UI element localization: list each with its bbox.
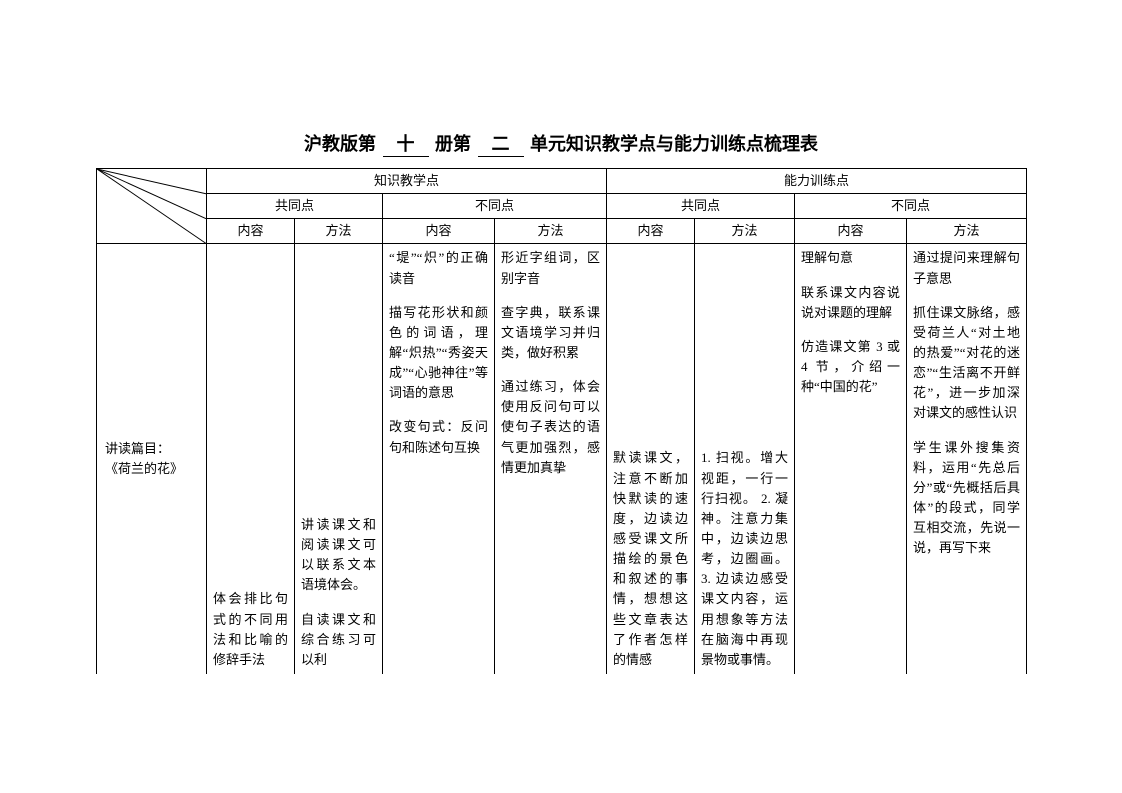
hdr-method-1: 方法 [295, 219, 383, 244]
cell-c8: 通过提问来理解句子意思抓住课文脉络，感受荷兰人“对土地的热爱”“对花的迷恋”“生… [907, 244, 1027, 674]
header-row-1: 知识教学点 能力训练点 [97, 169, 1027, 194]
cell-paragraph: 1. 扫视。增大视距，一行一行扫视。 2. 凝神。注意力集中，边读边思考，边圈画… [701, 448, 788, 670]
header-row-3: 内容 方法 内容 方法 内容 方法 内容 方法 [97, 219, 1027, 244]
cell-c7: 理解句意联系课文内容说说对课题的理解仿造课文第 3 或 4 节，介绍一种“中国的… [795, 244, 907, 674]
cell-c4: 形近字组词，区别字音查字典，联系课文语境学习并归类，做好积累通过练习，体会使用反… [495, 244, 607, 674]
cell-c2: 讲读课文和阅读课文可以联系文本语境体会。自读课文和综合练习可以利 [295, 244, 383, 674]
hdr-method-4: 方法 [907, 219, 1027, 244]
hdr-diff-2: 不同点 [795, 194, 1027, 219]
cell-c5: 默读课文，注意不断加快默读的速度，边读边感受课文所描绘的景色和叙述的事情，想想这… [607, 244, 695, 674]
row-label: 讲读篇目： 《荷兰的花》 [97, 244, 207, 674]
cell-paragraph: 学生课外搜集资料，运用“先总后分”或“先概括后具体”的段式，同学互相交流，先说一… [913, 438, 1020, 559]
hdr-content-2: 内容 [383, 219, 495, 244]
hdr-ability: 能力训练点 [607, 169, 1027, 194]
diagonal-lines-icon [97, 169, 206, 243]
table-row: 讲读篇目： 《荷兰的花》 体会排比句式的不同用法和比喻的修辞手法 讲读课文和阅读… [97, 244, 1027, 674]
hdr-content-3: 内容 [607, 219, 695, 244]
hdr-content-4: 内容 [795, 219, 907, 244]
cell-paragraph: 描写花形状和颜色的词语，理解“炽热”“秀姿天成”“心驰神往”等词语的意思 [389, 303, 488, 404]
main-table: 知识教学点 能力训练点 共同点 不同点 共同点 不同点 内容 方法 内容 方法 … [96, 168, 1027, 674]
hdr-method-3: 方法 [695, 219, 795, 244]
cell-c3: “堤”“炽”的正确读音描写花形状和颜色的词语，理解“炽热”“秀姿天成”“心驰神往… [383, 244, 495, 674]
cell-paragraph: 通过练习，体会使用反问句可以使句子表达的语气更加强烈，感情更加真挚 [501, 377, 600, 478]
cell-c1: 体会排比句式的不同用法和比喻的修辞手法 [207, 244, 295, 674]
cell-paragraph: 改变句式：反问句和陈述句互换 [389, 417, 488, 457]
corner-diagonal-cell [97, 169, 207, 244]
cell-paragraph: 自读课文和综合练习可以利 [301, 610, 376, 670]
title-suffix: 单元知识教学点与能力训练点梳理表 [530, 134, 818, 154]
cell-paragraph: 形近字组词，区别字音 [501, 248, 600, 288]
page: 沪教版第 十 册第 二 单元知识教学点与能力训练点梳理表 知识教学点 [0, 0, 1122, 793]
page-title: 沪教版第 十 册第 二 单元知识教学点与能力训练点梳理表 [0, 130, 1122, 157]
hdr-content-1: 内容 [207, 219, 295, 244]
hdr-method-2: 方法 [495, 219, 607, 244]
header-row-2: 共同点 不同点 共同点 不同点 [97, 194, 1027, 219]
cell-paragraph: 讲读课文和阅读课文可以联系文本语境体会。 [301, 515, 376, 596]
cell-paragraph: 仿造课文第 3 或 4 节，介绍一种“中国的花” [801, 337, 900, 397]
cell-paragraph: 理解句意 [801, 248, 900, 268]
hdr-common-1: 共同点 [207, 194, 383, 219]
cell-c6: 1. 扫视。增大视距，一行一行扫视。 2. 凝神。注意力集中，边读边思考，边圈画… [695, 244, 795, 674]
hdr-diff-1: 不同点 [383, 194, 607, 219]
cell-paragraph: 联系课文内容说说对课题的理解 [801, 283, 900, 323]
cell-paragraph: 通过提问来理解句子意思 [913, 248, 1020, 288]
title-blank-1: 十 [383, 130, 429, 157]
hdr-common-2: 共同点 [607, 194, 795, 219]
cell-paragraph: “堤”“炽”的正确读音 [389, 248, 488, 288]
title-blank-2: 二 [478, 130, 524, 157]
table-container: 知识教学点 能力训练点 共同点 不同点 共同点 不同点 内容 方法 内容 方法 … [96, 168, 1026, 674]
title-mid: 册第 [435, 134, 471, 154]
cell-paragraph: 查字典，联系课文语境学习并归类，做好积累 [501, 303, 600, 363]
cell-paragraph: 抓住课文脉络，感受荷兰人“对土地的热爱”“对花的迷恋”“生活离不开鲜花”，进一步… [913, 303, 1020, 424]
hdr-knowledge: 知识教学点 [207, 169, 607, 194]
title-prefix: 沪教版第 [304, 134, 376, 154]
